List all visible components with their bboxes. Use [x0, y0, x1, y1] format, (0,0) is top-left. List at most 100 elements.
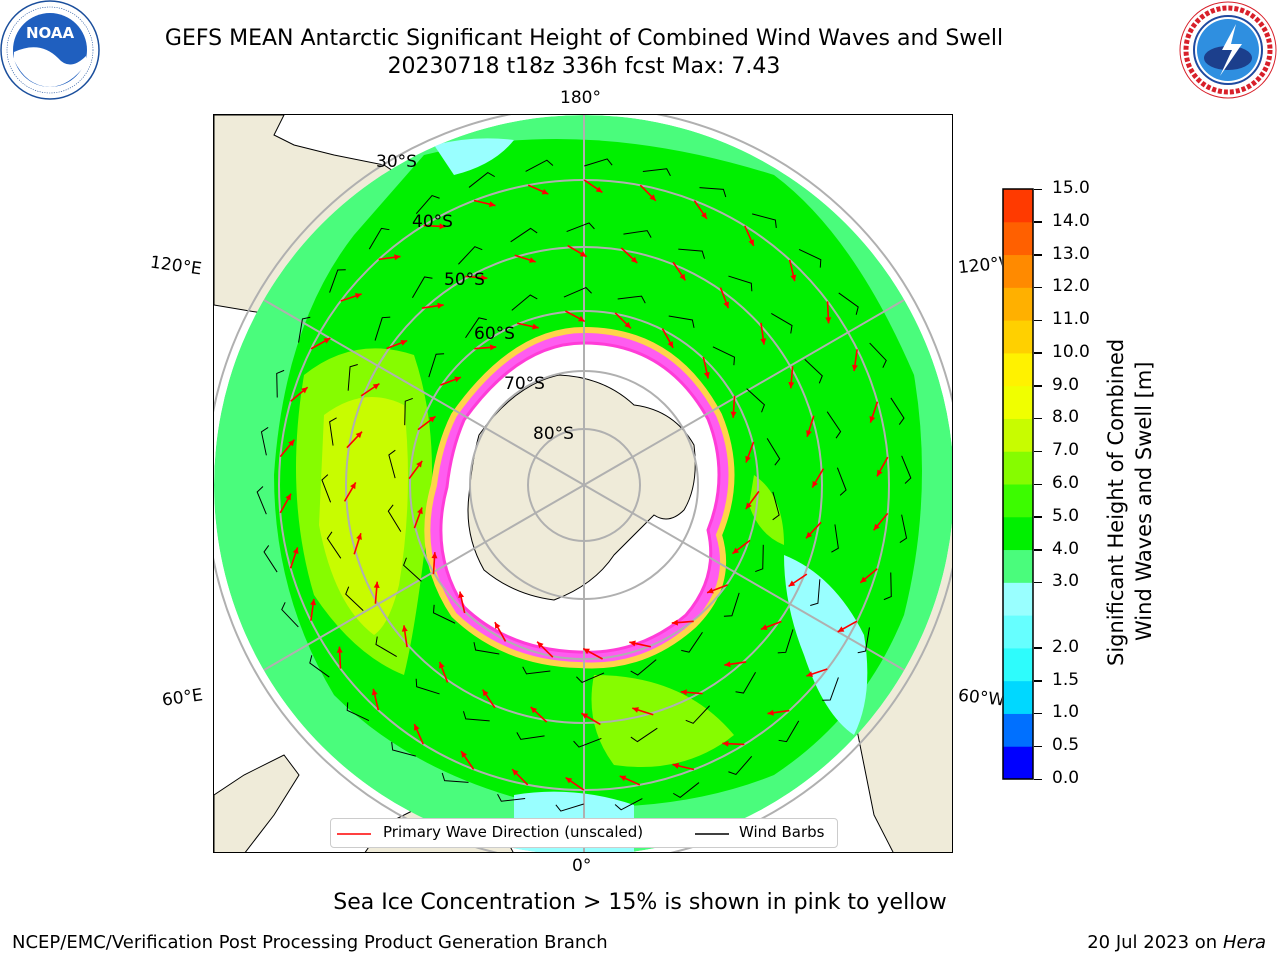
- wave-arrow-head: [806, 671, 814, 677]
- wave-arrow-head: [371, 688, 378, 696]
- wave-direction-legend-label: Primary Wave Direction (unscaled): [383, 823, 644, 841]
- wave-arrow-head: [680, 689, 687, 696]
- wave-arrow-head: [812, 480, 818, 488]
- wave-arrow-head: [355, 431, 363, 439]
- wind-barb: [617, 295, 646, 304]
- colorbar-segment: [1003, 647, 1033, 682]
- colorbar-tick-label: 3.0: [1052, 571, 1080, 592]
- svg-text:NOAA: NOAA: [26, 24, 75, 42]
- colorbar-tick-mark: [1034, 254, 1042, 256]
- wind-barb: [822, 677, 839, 701]
- colorbar-tick-mark: [1034, 680, 1042, 682]
- colorbar-tick-label: 1.5: [1052, 669, 1080, 690]
- noaa-logo-icon: NOAA: [0, 0, 100, 100]
- wind-barb: [321, 474, 332, 503]
- colorbar-segment: [1003, 516, 1033, 551]
- wind-barb: [777, 629, 794, 654]
- footer-machine: Hera: [1222, 932, 1266, 953]
- colorbar-tick-label: 12.0: [1052, 276, 1090, 297]
- colorbar-label-line2: Wind Waves and Swell [m]: [1132, 361, 1156, 641]
- wave-band-2m: [784, 555, 868, 735]
- wave-arrow-head: [494, 622, 501, 629]
- wind-barb: [576, 672, 605, 684]
- wind-barb: [374, 316, 391, 341]
- wind-barb: [516, 732, 545, 740]
- wind-barb: [630, 727, 658, 743]
- wind-barb: [899, 514, 908, 543]
- wave-arrow-head: [873, 523, 880, 531]
- wind-barb: [735, 672, 756, 694]
- wind-barb: [256, 486, 267, 515]
- wave-arrow-head: [745, 455, 751, 463]
- colorbar-segment: [1003, 680, 1033, 714]
- colorbar-label-line1: Significant Height of Combined: [1104, 339, 1128, 666]
- colorbar-tick-mark: [1034, 516, 1042, 518]
- wind-barb: [901, 455, 912, 484]
- wave-height-map: [214, 115, 952, 852]
- wind-barb: [699, 187, 727, 198]
- wave-arrow-head: [541, 188, 549, 195]
- wind-barb: [810, 579, 821, 607]
- colorbar-tick-mark: [1034, 483, 1042, 485]
- wave-arrow-head: [722, 740, 729, 747]
- wave-arrow-head: [806, 430, 812, 437]
- wave-arrow-head: [285, 493, 291, 501]
- wave-arrow-head: [482, 689, 489, 697]
- wind-barbs-legend-icon: [695, 833, 729, 835]
- colorbar-tick-label: 0.0: [1052, 768, 1080, 788]
- wave-arrow-head: [578, 315, 585, 322]
- wind-barb: [772, 491, 780, 521]
- lon-label-60e: 60°E: [160, 685, 205, 711]
- colorbar-tick-label: 4.0: [1052, 538, 1080, 559]
- colorbar-segment: [1003, 615, 1033, 649]
- colorbar-tick-label: 15.0: [1052, 178, 1090, 198]
- wind-barb: [281, 602, 299, 628]
- wind-barb: [838, 292, 859, 315]
- wind-barb: [497, 793, 526, 802]
- wind-barb: [836, 467, 847, 496]
- wind-barb: [346, 702, 370, 722]
- wave-arrow-head: [537, 641, 544, 649]
- colorbar-tick-mark: [1034, 188, 1042, 190]
- wave-arrow-head: [788, 580, 796, 587]
- colorbar-tick-label: 2.0: [1052, 636, 1080, 657]
- wind-barb: [573, 737, 602, 748]
- wind-barb: [329, 269, 346, 293]
- lat-label-40s: 40°S: [412, 212, 453, 232]
- wave-arrow-head: [400, 340, 408, 346]
- colorbar-segment: [1003, 451, 1033, 485]
- lon-label-180: 180°: [560, 88, 601, 108]
- wave-arrow-head: [790, 274, 797, 282]
- wave-arrow-head: [825, 317, 832, 324]
- colorbar-segment: [1003, 746, 1033, 780]
- colorbar-tick-mark: [1034, 417, 1042, 420]
- wind-barb: [869, 342, 887, 368]
- graticule: [214, 115, 952, 852]
- wave-arrow-head: [288, 439, 295, 447]
- wind-barb: [614, 798, 643, 811]
- wind-barb: [857, 627, 870, 654]
- wind-barb: [804, 359, 823, 384]
- lat-label-50s: 50°S: [444, 270, 485, 290]
- wind-barb: [766, 438, 781, 466]
- wave-arrow-head: [373, 581, 380, 588]
- wave-arrow-head: [745, 502, 752, 510]
- wave-direction-arrows: [256, 158, 912, 812]
- sea-ice-note: Sea Ice Concentration > 15% is shown in …: [333, 890, 947, 915]
- wave-arrow-head: [760, 338, 767, 345]
- lat-label-30s: 30°S: [376, 152, 417, 172]
- lon-label-120w: 120°W: [957, 253, 1003, 279]
- wind-barb: [778, 720, 800, 743]
- wave-arrow-head: [458, 591, 465, 599]
- colorbar-tick-label: 9.0: [1052, 374, 1080, 395]
- wind-barb: [566, 222, 595, 233]
- wind-barb: [630, 659, 657, 676]
- wind-barb: [412, 276, 433, 298]
- wave-arrow-head: [581, 713, 589, 719]
- wind-barb: [752, 213, 777, 228]
- lat-label-80s: 80°S: [533, 424, 574, 444]
- map-legend: Primary Wave Direction (unscaled) Wind B…: [330, 818, 838, 848]
- wind-barb: [563, 286, 592, 298]
- lon-label-120e: 120°E: [148, 252, 203, 280]
- wave-arrow-head: [629, 640, 636, 647]
